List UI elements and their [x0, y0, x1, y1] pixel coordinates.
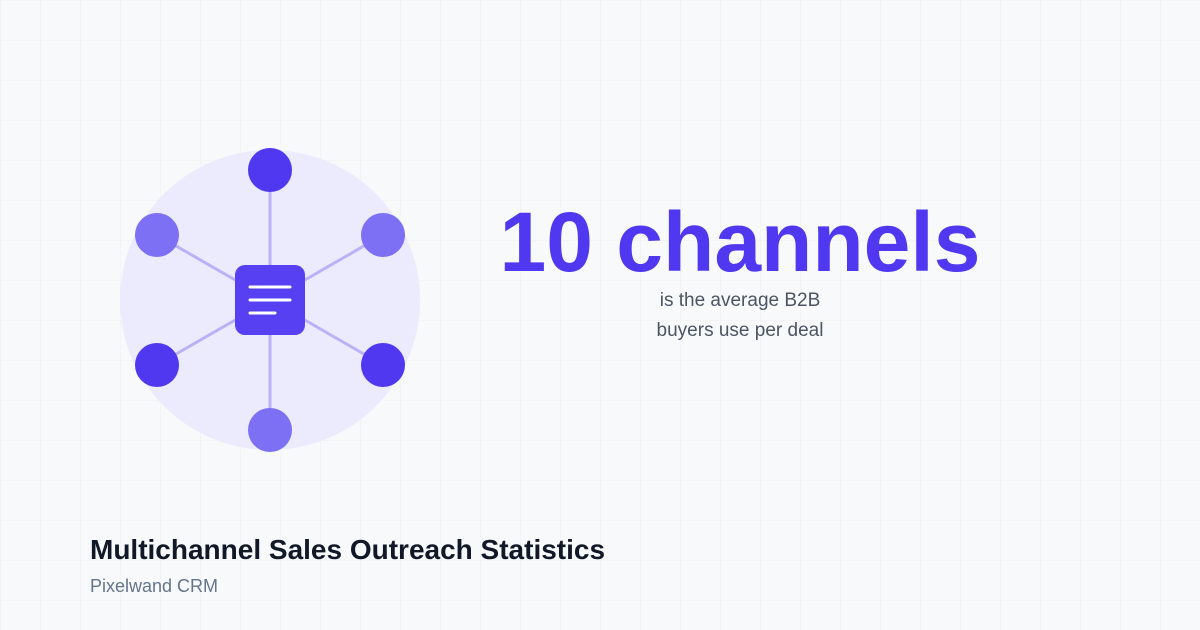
footer-title: Multichannel Sales Outreach Statistics — [90, 534, 605, 565]
channel-illustration — [120, 148, 420, 452]
node — [361, 343, 405, 387]
node — [248, 148, 292, 192]
node — [135, 213, 179, 257]
stat-description: buyers use per deal — [657, 320, 824, 341]
hub-icon — [248, 285, 292, 315]
node — [361, 213, 405, 257]
stat-headline: 10 channels — [500, 195, 981, 289]
node — [135, 343, 179, 387]
stat-description: is the average B2B — [660, 290, 821, 311]
footer-brand: Pixelwand CRM — [90, 576, 218, 596]
node — [248, 408, 292, 452]
